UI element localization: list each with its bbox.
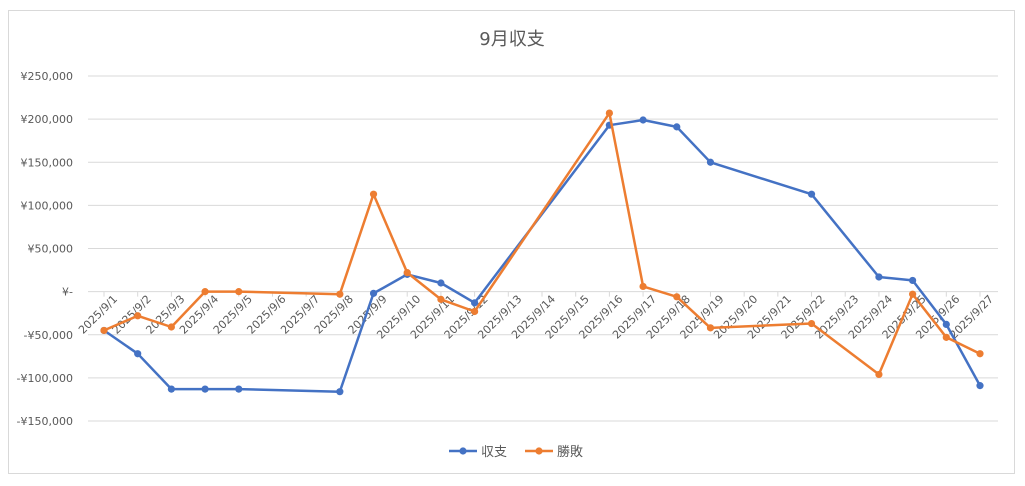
data-point: [134, 350, 142, 358]
data-point: [639, 282, 647, 291]
y-tick-label: ¥100,000: [21, 199, 74, 212]
data-point: [235, 385, 243, 393]
data-point: [942, 320, 950, 328]
data-point: [909, 276, 917, 285]
y-axis: ¥250,000 ¥200,000 ¥150,000 ¥100,000 ¥50,000 ¥…: [17, 70, 73, 428]
legend-label: 勝敗: [557, 445, 583, 460]
data-point: [201, 288, 209, 296]
legend: 収支 勝敗: [449, 445, 583, 460]
chart-title: 9月収支: [479, 29, 544, 50]
y-tick-label: ¥150,000: [21, 156, 74, 169]
data-point: [471, 307, 479, 316]
y-tick-label: ¥50,000: [28, 243, 74, 256]
data-point: [437, 279, 445, 287]
data-point: [673, 293, 681, 301]
y-tick-label: -¥100,000: [17, 372, 73, 385]
data-point: [167, 323, 175, 331]
data-point: [807, 319, 816, 328]
data-point: [875, 273, 883, 281]
data-point: [976, 382, 984, 390]
data-point: [201, 385, 209, 393]
data-point: [807, 190, 816, 198]
data-point: [336, 388, 344, 396]
data-point: [909, 290, 917, 298]
data-point: [403, 269, 411, 277]
legend-marker: [459, 447, 467, 455]
data-point: [369, 190, 378, 198]
x-axis: 2025/9/12025/9/22025/9/32025/9/42025/9/5…: [76, 291, 996, 342]
data-point: [167, 385, 175, 393]
data-point: [471, 299, 479, 307]
legend-label: 収支: [481, 445, 507, 460]
data-point: [100, 326, 108, 335]
data-point: [976, 350, 984, 358]
data-point: [706, 324, 715, 332]
y-tick-label: -¥150,000: [17, 415, 73, 428]
data-point: [639, 116, 647, 124]
data-point: [605, 109, 613, 117]
data-point: [235, 288, 243, 296]
data-point: [437, 295, 445, 303]
data-point: [942, 333, 950, 341]
y-tick-label: ¥-: [62, 286, 73, 299]
chart-frame: [8, 10, 1015, 474]
y-tick-label: -¥50,000: [24, 329, 73, 342]
data-point: [875, 370, 883, 379]
y-tick-label: ¥250,000: [21, 70, 74, 83]
data-point: [369, 289, 378, 297]
series-group: [100, 109, 984, 396]
y-tick-label: ¥200,000: [21, 113, 74, 126]
legend-marker: [535, 447, 543, 455]
data-point: [673, 123, 681, 131]
data-point: [134, 312, 142, 320]
data-point: [706, 158, 715, 166]
gridlines: [88, 75, 998, 422]
data-point: [336, 290, 344, 298]
